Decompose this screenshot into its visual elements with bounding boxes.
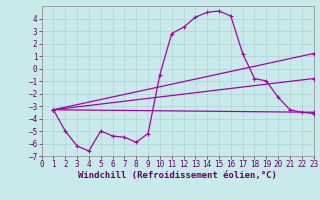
X-axis label: Windchill (Refroidissement éolien,°C): Windchill (Refroidissement éolien,°C): [78, 171, 277, 180]
